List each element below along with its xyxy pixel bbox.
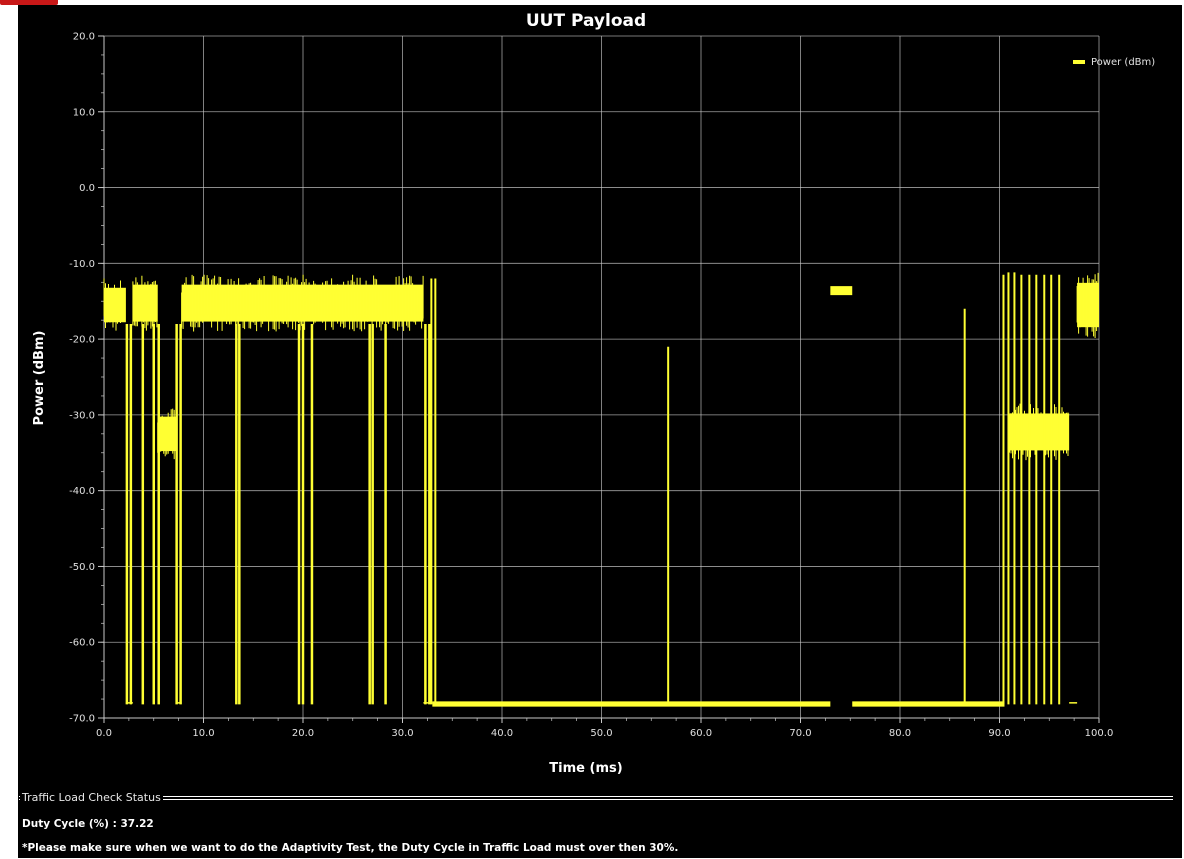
x-tick-label: 90.0 — [988, 728, 1010, 739]
window-edge-decoration — [0, 0, 60, 5]
y-tick-label: -20.0 — [69, 335, 95, 346]
legend-swatch — [1073, 60, 1085, 64]
duty-cycle-readout: Duty Cycle (%) : 37.22 — [22, 818, 154, 830]
series-noise — [103, 278, 126, 331]
grid — [103, 35, 1100, 719]
group-divider — [19, 799, 1173, 800]
x-tick-label: 30.0 — [391, 728, 413, 739]
x-tick-label: 10.0 — [192, 728, 214, 739]
series-segment — [157, 408, 176, 460]
y-tick-label: 10.0 — [73, 107, 95, 118]
series-noise — [181, 274, 424, 332]
duty-cycle-separator: : — [108, 818, 121, 830]
x-axis-label: Time (ms) — [549, 761, 622, 776]
duty-cycle-label: Duty Cycle (%) — [22, 818, 109, 830]
series-segment — [1076, 272, 1099, 338]
x-tick-label: 40.0 — [491, 728, 513, 739]
series-power — [103, 272, 1099, 707]
series-noise — [1076, 272, 1099, 338]
x-tick-label: 80.0 — [889, 728, 911, 739]
power-chart: UUT Payload 0.0 10.0 20.0 30.0 40.0 50.0 60.0 7… — [32, 11, 1155, 776]
adaptivity-note: *Please make sure when we want to do the… — [22, 842, 679, 854]
y-tick-label: -40.0 — [69, 486, 95, 497]
series-segment — [103, 278, 126, 331]
y-tick-label: -70.0 — [69, 714, 95, 725]
y-axis-label: Power (dBm) — [32, 331, 47, 426]
x-tick-label: 70.0 — [789, 728, 811, 739]
y-tick-label: -60.0 — [69, 638, 95, 649]
axes: 0.0 10.0 20.0 30.0 40.0 50.0 60.0 70.0 80.0 90.0 1… — [69, 32, 1113, 740]
status-group-label: Traffic Load Check Status — [20, 791, 163, 805]
chart-title: UUT Payload — [526, 11, 646, 31]
traffic-load-status-panel: Traffic Load Check Status Duty Cycle (%)… — [19, 791, 1181, 857]
y-tick-label: 20.0 — [73, 32, 95, 43]
x-tick-label: 20.0 — [292, 728, 314, 739]
x-tick-label: 60.0 — [690, 728, 712, 739]
y-tick-label: 0.0 — [79, 183, 95, 194]
group-divider — [19, 796, 1173, 797]
series-noise — [132, 275, 158, 331]
x-tick-label: 100.0 — [1085, 728, 1114, 739]
legend: Power (dBm) — [1073, 57, 1155, 68]
x-tick-label: 50.0 — [590, 728, 612, 739]
series-segment — [181, 274, 424, 332]
duty-cycle-value: 37.22 — [120, 818, 154, 830]
series-segment — [132, 275, 158, 331]
legend-entry: Power (dBm) — [1091, 57, 1155, 68]
chart-window: UUT Payload 0.0 10.0 20.0 30.0 40.0 50.0 60.0 7… — [18, 5, 1182, 858]
y-tick-label: -10.0 — [69, 259, 95, 270]
y-tick-label: -30.0 — [69, 410, 95, 421]
y-tick-label: -50.0 — [69, 562, 95, 573]
x-tick-label: 0.0 — [96, 728, 112, 739]
